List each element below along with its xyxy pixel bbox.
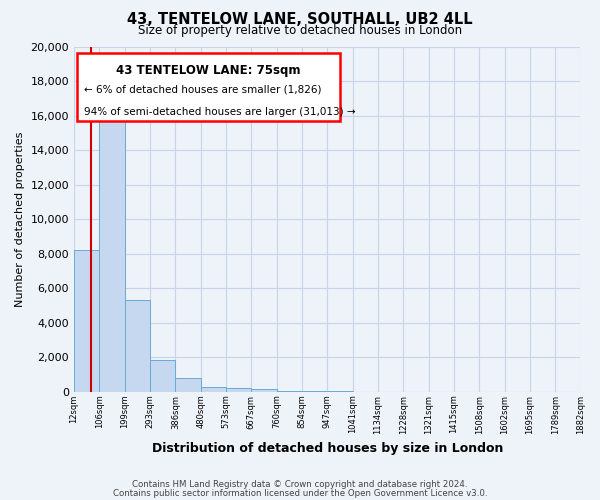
Text: ← 6% of detached houses are smaller (1,826): ← 6% of detached houses are smaller (1,8… bbox=[84, 84, 322, 94]
Bar bbox=[277, 391, 302, 392]
Text: Contains HM Land Registry data © Crown copyright and database right 2024.: Contains HM Land Registry data © Crown c… bbox=[132, 480, 468, 489]
Text: Contains public sector information licensed under the Open Government Licence v3: Contains public sector information licen… bbox=[113, 488, 487, 498]
Bar bbox=[200, 386, 226, 392]
Bar bbox=[150, 360, 175, 392]
FancyBboxPatch shape bbox=[77, 54, 340, 120]
Bar bbox=[74, 250, 100, 392]
Bar bbox=[175, 378, 200, 392]
Text: 94% of semi-detached houses are larger (31,013) →: 94% of semi-detached houses are larger (… bbox=[84, 107, 356, 117]
Bar bbox=[251, 389, 277, 392]
Text: 43, TENTELOW LANE, SOUTHALL, UB2 4LL: 43, TENTELOW LANE, SOUTHALL, UB2 4LL bbox=[127, 12, 473, 28]
Text: 43 TENTELOW LANE: 75sqm: 43 TENTELOW LANE: 75sqm bbox=[116, 64, 301, 77]
Bar bbox=[125, 300, 150, 392]
Bar bbox=[302, 391, 327, 392]
Bar bbox=[100, 105, 125, 392]
Bar bbox=[226, 388, 251, 392]
Y-axis label: Number of detached properties: Number of detached properties bbox=[15, 132, 25, 307]
X-axis label: Distribution of detached houses by size in London: Distribution of detached houses by size … bbox=[152, 442, 503, 455]
Text: Size of property relative to detached houses in London: Size of property relative to detached ho… bbox=[138, 24, 462, 37]
